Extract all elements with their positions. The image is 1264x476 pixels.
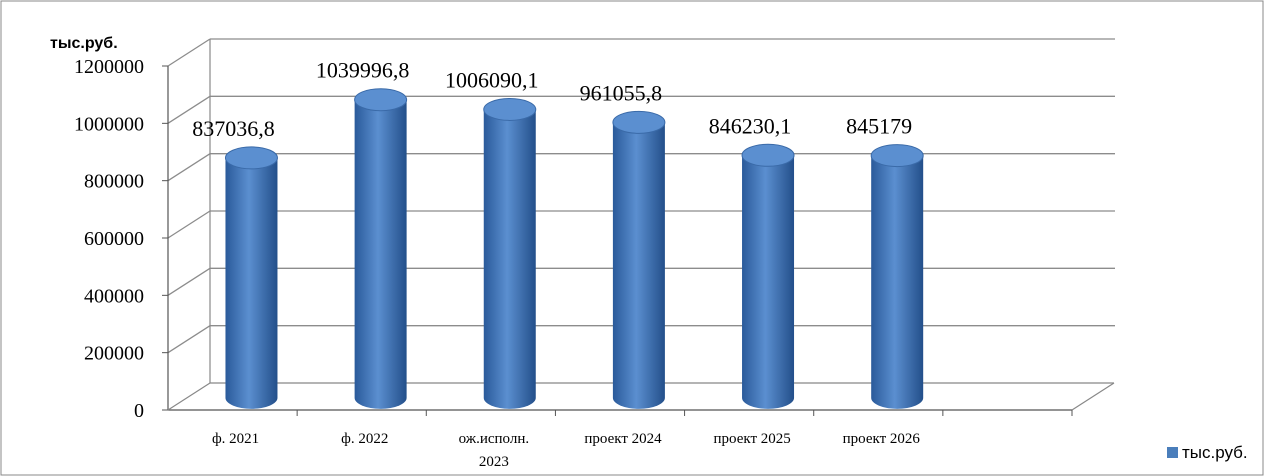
data-label: 1006090,1 bbox=[445, 67, 539, 92]
y-axis-ticks: 0 200000 400000 600000 800000 1000000 1200000 bbox=[74, 56, 144, 422]
gridline-side bbox=[167, 95, 211, 124]
x-category-label: проект 2024 bbox=[584, 431, 662, 447]
y-tick-label: 200000 bbox=[84, 343, 144, 365]
bar-body bbox=[354, 99, 407, 409]
y-axis-unit-label: тыс.руб. bbox=[50, 35, 118, 52]
y-tick-label: 400000 bbox=[84, 285, 144, 307]
y-tick-label: 1200000 bbox=[74, 56, 144, 78]
data-label: 961055,8 bbox=[580, 80, 663, 105]
x-category-label: ф. 2021 bbox=[212, 431, 259, 447]
x-category-label-line2: 2023 bbox=[479, 454, 509, 470]
floor-left-edge bbox=[167, 382, 211, 411]
bars bbox=[224, 88, 924, 409]
legend: тыс.руб. bbox=[1167, 443, 1248, 462]
gridline-side bbox=[167, 153, 211, 182]
x-category-label: ож.исполн. bbox=[459, 431, 530, 447]
gridline-side bbox=[167, 38, 211, 67]
bar-top bbox=[224, 146, 278, 170]
data-label: 846230,1 bbox=[709, 113, 792, 138]
y-tick-label: 800000 bbox=[84, 171, 144, 193]
bar bbox=[741, 143, 795, 409]
x-category-label: проект 2026 bbox=[843, 431, 921, 447]
data-labels: 837036,8 1039996,8 1006090,1 961055,8 846230… bbox=[192, 58, 912, 141]
bar-body bbox=[871, 155, 924, 409]
bar-top bbox=[483, 97, 537, 121]
data-label: 1039996,8 bbox=[316, 58, 410, 83]
bar bbox=[870, 144, 924, 409]
bar bbox=[354, 88, 408, 409]
bar bbox=[483, 97, 537, 409]
bar-body bbox=[483, 109, 536, 409]
bar-top bbox=[354, 88, 408, 112]
x-category-label: ф. 2022 bbox=[341, 431, 388, 447]
y-tick-label: 1000000 bbox=[74, 113, 144, 135]
y-tick-label: 0 bbox=[134, 400, 144, 422]
bar-body bbox=[742, 155, 795, 409]
x-category-label: проект 2025 bbox=[714, 431, 791, 447]
floor-right-edge bbox=[1071, 382, 1115, 411]
y-tick-label: 600000 bbox=[84, 228, 144, 250]
bar-top bbox=[612, 110, 666, 134]
gridline-side bbox=[167, 325, 211, 354]
gridline-side bbox=[167, 210, 211, 239]
bar bbox=[224, 146, 278, 409]
bar-body bbox=[225, 157, 278, 409]
gridline-side bbox=[167, 267, 211, 296]
legend-label: тыс.руб. bbox=[1182, 443, 1248, 462]
bar-body bbox=[612, 122, 665, 409]
data-label: 845179 bbox=[846, 114, 912, 139]
bar-top bbox=[870, 144, 924, 168]
bar-top bbox=[741, 143, 795, 167]
data-label: 837036,8 bbox=[192, 116, 275, 141]
bar bbox=[612, 110, 666, 409]
legend-swatch bbox=[1167, 447, 1178, 458]
x-axis-categories: ф. 2021 ф. 2022 ож.исполн. 2023 проект 2024 п… bbox=[212, 431, 920, 470]
